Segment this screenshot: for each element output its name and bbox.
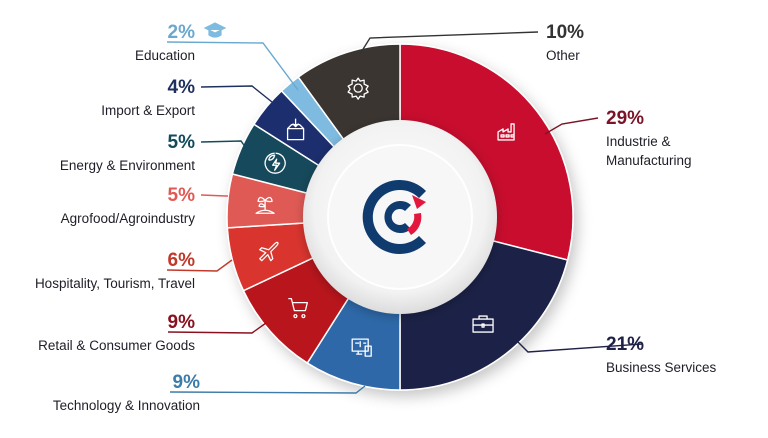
leader-line [166,41,299,91]
callout-label: Agrofood/Agroindustry [61,211,196,226]
callout-percent: 4% [168,77,196,98]
leader-line [200,85,273,103]
callout: 4% Import & Export [101,77,273,118]
callout-percent: 5% [168,185,196,206]
leader-line [200,140,247,149]
callout-percent: 10% [546,22,584,43]
callout-label: Retail & Consumer Goods [38,338,195,353]
callout-label: Import & Export [101,103,195,118]
callout: 21% Business Services [513,334,717,375]
slice-icons [255,77,515,357]
callout: 5% Agrofood/Agroindustry [61,185,228,226]
cci-logo [362,180,426,255]
callout: 10% Other [359,22,584,63]
callout: 9% Retail & Consumer Goods [38,312,267,353]
box-import-icon [286,118,305,141]
callout-percent: 9% [173,372,201,393]
logo-red-arc [407,213,422,235]
leader-line [169,385,366,394]
graduation-cap-icon [203,22,227,38]
callout-label: Energy & Environment [60,158,195,173]
plant-icon [255,196,275,214]
briefcase-icon [472,315,494,333]
leader-line [544,117,599,135]
gear-icon [347,77,369,100]
leader-line [200,194,228,197]
callouts: 10% Other 29% Industrie & Manufacturing 21% Bu… [35,22,717,413]
leader-line [359,31,539,55]
airplane-icon [259,241,279,262]
callout-label: Hospitality, Tourism, Travel [35,276,195,291]
callout-label: Business Services [606,360,717,375]
logo-inner-c [384,201,411,233]
shopping-cart-icon [288,297,309,319]
callout-label: Industrie & [606,134,671,149]
callout-percent: 21% [606,334,644,355]
callout-percent: 5% [168,132,196,153]
callout: 9% Technology & Innovation [53,372,366,413]
computer-devices-icon [351,338,372,357]
leader-line [167,322,267,334]
logo-red-wedge [412,195,426,209]
callout-percent: 6% [168,250,196,271]
center-inner-disc [327,144,473,290]
callout-percent: 9% [168,312,196,333]
callout: 6% Hospitality, Tourism, Travel [35,250,233,291]
leader-line [166,259,233,272]
callout: 29% Industrie & Manufacturing [544,108,692,168]
callout-label: Manufacturing [606,153,692,168]
logo-outer-c [362,180,426,255]
callout-percent: 29% [606,108,644,129]
donut-slices [226,43,574,391]
leader-line [513,337,643,353]
callout-label: Other [546,48,580,63]
callout-label: Technology & Innovation [53,398,200,413]
callout: 5% Energy & Environment [60,132,247,173]
callout-label: Education [135,48,195,63]
callout-percent: 2% [168,22,196,43]
callout: 2% Education [135,22,299,91]
factory-icon [497,123,515,141]
leaf-energy-icon [264,152,286,174]
